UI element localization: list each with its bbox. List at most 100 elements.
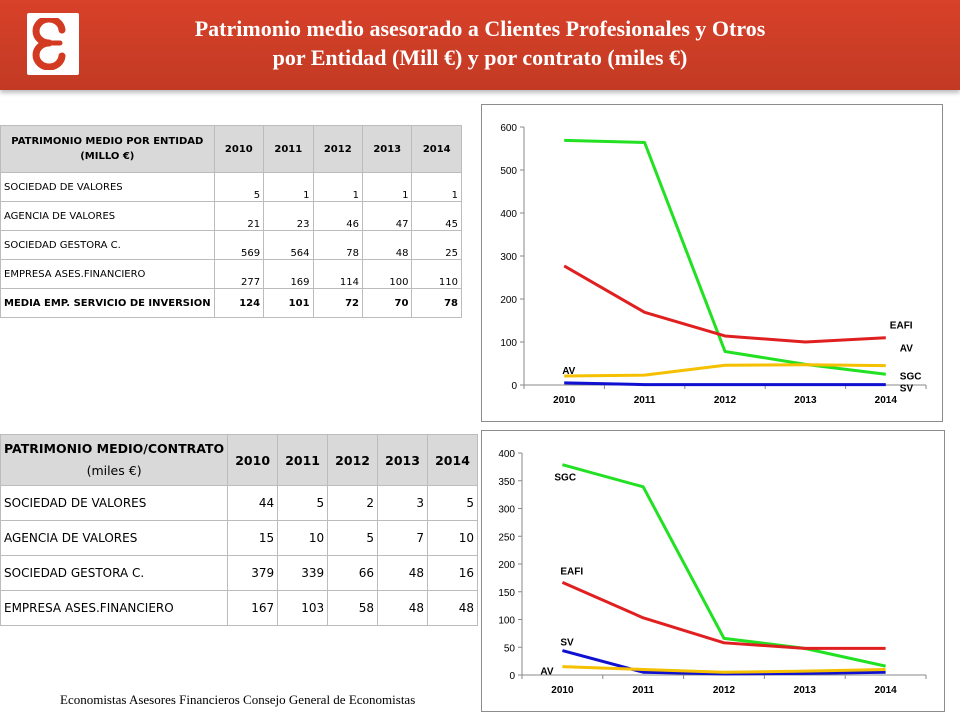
y-tick-label: 150: [498, 588, 515, 599]
row-label: SOCIEDAD DE VALORES: [0, 485, 229, 521]
table-cell: 48: [361, 230, 413, 260]
year-header: 2012: [327, 434, 379, 486]
x-tick-label: 2010: [553, 395, 576, 406]
page-title: Patrimonio medio asesorado a Clientes Pr…: [100, 14, 860, 72]
series-line-av: [562, 665, 886, 674]
series-line-sv: [562, 649, 886, 676]
x-tick-label: 2012: [714, 395, 737, 406]
table-cell: 3: [377, 485, 429, 521]
header-line-2: (MILLO €): [80, 151, 135, 162]
row-label: MEDIA EMP. SERVICIO DE INVERSION: [0, 288, 215, 318]
series-label: EAFI: [890, 321, 913, 332]
table-cell: 7: [377, 520, 429, 556]
table-cell: 2: [327, 485, 379, 521]
table-cell: 46: [312, 201, 364, 231]
year-header: 2011: [277, 434, 329, 486]
table-cell: 5: [427, 485, 478, 521]
series-line-sgc: [564, 138, 886, 376]
table-cell: 10: [427, 520, 478, 556]
table-cell: 169: [263, 259, 314, 289]
y-tick-label: 400: [500, 209, 517, 220]
table-cell: 100: [361, 259, 413, 289]
row-label: SOCIEDAD GESTORA C.: [0, 230, 215, 260]
y-tick-label: 350: [498, 477, 515, 488]
table-row: AGENCIA DE VALORES 15 10 5 7 10: [0, 520, 478, 556]
series-label: SV: [560, 638, 574, 649]
header-banner: Patrimonio medio asesorado a Clientes Pr…: [0, 0, 960, 90]
row-label: SOCIEDAD GESTORA C.: [0, 555, 229, 591]
row-label: EMPRESA ASES.FINANCIERO: [0, 590, 229, 626]
table-cell: 5: [327, 520, 379, 556]
table-row: SOCIEDAD GESTORA C. 379 339 66 48 16: [0, 555, 478, 591]
table-header-row: PATRIMONIO MEDIO POR ENTIDAD (MILLO €) 2…: [0, 125, 462, 173]
y-tick-label: 600: [500, 123, 517, 134]
y-tick-label: 200: [498, 560, 515, 571]
year-header: 2013: [361, 125, 413, 173]
table-cell: 78: [312, 230, 364, 260]
y-tick-label: 200: [500, 295, 517, 306]
series-label: SV: [900, 384, 914, 395]
series-label: AV: [540, 667, 553, 678]
chart-patrimonio-contrato: 0 50 100 150 200 250 300 350 400 2010 2011 2012 2013…: [481, 430, 945, 712]
table-cell: 1: [263, 172, 314, 202]
table-cell: 103: [277, 590, 329, 626]
footer-text: Economistas Asesores Financieros Consejo…: [60, 692, 416, 707]
table-cell: 564: [263, 230, 314, 260]
y-tick-label: 400: [498, 449, 515, 460]
series-label: AV: [562, 366, 575, 377]
row-label: EMPRESA ASES.FINANCIERO: [0, 259, 215, 289]
y-tick-label: 50: [504, 643, 516, 654]
series-line-sv: [564, 381, 886, 387]
series-line-sgc: [562, 463, 886, 668]
y-tick-label: 0: [511, 381, 517, 392]
table-cell: 5: [213, 172, 265, 202]
table-cell: 5: [277, 485, 329, 521]
table-cell: 110: [411, 259, 462, 289]
table-cell: 114: [312, 259, 364, 289]
table-cell: 45: [411, 201, 462, 231]
title-line-1: Patrimonio medio asesorado a Clientes Pr…: [194, 16, 766, 41]
y-tick-label: 300: [498, 505, 515, 516]
year-header: 2010: [213, 125, 265, 173]
header-line-1: PATRIMONIO MEDIO POR ENTIDAD: [11, 136, 204, 147]
economistas-logo-icon: [32, 18, 66, 70]
table-cell: 47: [361, 201, 413, 231]
table-cell: 15: [227, 520, 279, 556]
year-header: 2010: [227, 434, 279, 486]
table-cell: 1: [361, 172, 413, 202]
y-tick-label: 100: [500, 338, 517, 349]
y-tick-label: 0: [509, 671, 515, 682]
table-cell: 124: [213, 288, 265, 318]
row-label: AGENCIA DE VALORES: [0, 201, 215, 231]
row-label: SOCIEDAD DE VALORES: [0, 172, 215, 202]
series-label: EAFI: [560, 566, 583, 577]
x-tick-label: 2012: [713, 685, 736, 696]
series-label: SGC: [554, 473, 576, 484]
table-cell: 48: [377, 555, 429, 591]
y-tick-label: 500: [500, 166, 517, 177]
year-header: 2014: [427, 434, 478, 486]
table-header-row: PATRIMONIO MEDIO/CONTRATO (miles €) 2010…: [0, 434, 478, 486]
table-cell: 70: [361, 288, 413, 318]
x-tick-label: 2014: [874, 685, 897, 696]
table-cell: 167: [227, 590, 279, 626]
series-line-av: [564, 363, 886, 378]
table-row: SOCIEDAD DE VALORES 5 1 1 1 1: [0, 172, 462, 202]
header-line-2: (miles €): [86, 463, 142, 478]
table-cell: 21: [213, 201, 265, 231]
x-tick-label: 2011: [634, 395, 656, 406]
table-cell: 48: [377, 590, 429, 626]
chart-entidad-svg: 0 100 200 300 400 500 600 2010 2011 2012 2013 2014 E…: [500, 123, 927, 406]
year-header: 2011: [263, 125, 314, 173]
x-tick-label: 2014: [875, 395, 898, 406]
table-row-total: MEDIA EMP. SERVICIO DE INVERSION 124 101…: [0, 288, 462, 318]
table-header-label: PATRIMONIO MEDIO/CONTRATO (miles €): [0, 434, 229, 486]
table-cell: 339: [277, 555, 329, 591]
logo: [27, 13, 79, 75]
series-line-eafi: [561, 580, 886, 650]
year-header: 2013: [377, 434, 429, 486]
table-cell: 1: [312, 172, 364, 202]
table-row: SOCIEDAD GESTORA C. 569 564 78 48 25: [0, 230, 462, 260]
header-line-1: PATRIMONIO MEDIO/CONTRATO: [4, 441, 225, 456]
table-cell: 1: [411, 172, 462, 202]
